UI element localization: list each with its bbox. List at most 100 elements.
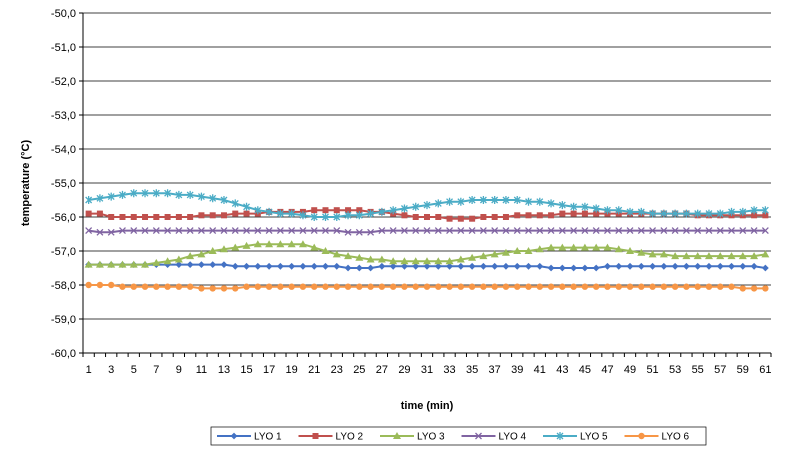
data-point: [626, 247, 635, 254]
y-tick-label: -60,0: [51, 348, 76, 360]
y-tick-label: -58,0: [51, 280, 76, 292]
data-point: [322, 262, 329, 270]
data-point: [435, 214, 442, 220]
y-tick-label: -53,0: [51, 110, 76, 122]
data-point: [187, 214, 194, 220]
data-point: [107, 192, 115, 201]
data-point: [728, 227, 735, 235]
data-point: [525, 212, 532, 219]
data-point: [502, 283, 510, 290]
data-point: [96, 228, 104, 236]
legend-label: LYO 3: [417, 432, 445, 443]
data-point: [197, 250, 206, 258]
data-point: [232, 285, 239, 292]
legend-label: LYO 4: [499, 432, 527, 443]
data-point: [389, 206, 397, 215]
data-point: [378, 283, 386, 290]
data-point: [141, 283, 149, 290]
data-point: [243, 227, 251, 235]
legend-label: LYO 2: [336, 432, 364, 443]
x-tick-label: 21: [308, 364, 320, 376]
legend-item: LYO 2: [298, 432, 364, 443]
data-point: [649, 262, 656, 270]
data-point: [186, 227, 194, 235]
x-tick-label: 19: [286, 364, 298, 376]
data-point: [559, 210, 566, 217]
data-point: [322, 213, 329, 221]
x-tick-label: 31: [421, 364, 433, 376]
data-point: [400, 227, 408, 235]
y-tick-label: -50,0: [51, 8, 76, 20]
data-point: [254, 227, 262, 235]
data-point: [220, 212, 227, 219]
data-point: [164, 283, 171, 290]
data-point: [85, 227, 93, 235]
x-tick-label: 3: [108, 364, 114, 376]
series-1: [85, 261, 769, 272]
data-point: [683, 283, 690, 290]
data-point: [502, 214, 509, 220]
legend-marker: [230, 432, 238, 440]
data-point: [411, 257, 420, 265]
data-point: [559, 283, 566, 290]
data-point: [694, 227, 702, 235]
data-point: [310, 262, 318, 270]
data-point: [716, 252, 725, 260]
data-point: [355, 211, 363, 220]
series-6: [85, 281, 769, 292]
data-point: [344, 211, 352, 220]
data-point: [333, 262, 341, 270]
data-point: [525, 283, 532, 290]
x-tick-label: 43: [556, 364, 568, 376]
data-point: [761, 250, 770, 258]
data-point: [153, 283, 160, 290]
data-point: [693, 252, 702, 260]
data-point: [423, 257, 431, 265]
data-point: [445, 257, 454, 265]
data-point: [750, 285, 758, 292]
series-group: [84, 189, 770, 292]
legend-marker: [312, 433, 319, 439]
data-point: [333, 227, 341, 235]
data-point: [333, 207, 340, 214]
data-point: [502, 196, 510, 204]
data-point: [480, 283, 487, 290]
data-point: [671, 252, 680, 260]
data-point: [175, 214, 182, 220]
data-point: [615, 262, 623, 270]
data-point: [243, 283, 250, 290]
x-tick-label: 29: [398, 364, 410, 376]
data-point: [186, 283, 194, 290]
data-point: [683, 262, 690, 270]
data-point: [514, 283, 521, 290]
data-point: [570, 210, 577, 217]
data-point: [502, 227, 510, 235]
data-point: [547, 243, 556, 251]
data-point: [322, 283, 329, 290]
x-tick-label: 9: [176, 364, 182, 376]
data-point: [209, 194, 217, 203]
data-point: [727, 252, 736, 260]
data-point: [570, 283, 577, 290]
data-point: [637, 262, 645, 270]
data-point: [298, 240, 307, 248]
data-point: [389, 283, 397, 290]
x-tick-label: 23: [331, 364, 343, 376]
data-point: [175, 261, 183, 268]
data-point: [401, 283, 408, 290]
data-point: [400, 257, 409, 265]
data-point: [750, 262, 758, 270]
data-point: [750, 206, 758, 215]
data-point: [514, 212, 521, 219]
data-point: [637, 248, 646, 256]
data-point: [163, 257, 172, 265]
data-point: [356, 283, 363, 290]
data-point: [423, 201, 431, 210]
data-point: [141, 189, 149, 198]
data-point: [254, 283, 262, 290]
data-point: [592, 204, 600, 213]
data-point: [243, 210, 250, 217]
data-point: [299, 283, 307, 290]
y-tick-label: -57,0: [51, 246, 76, 258]
data-point: [423, 283, 431, 290]
